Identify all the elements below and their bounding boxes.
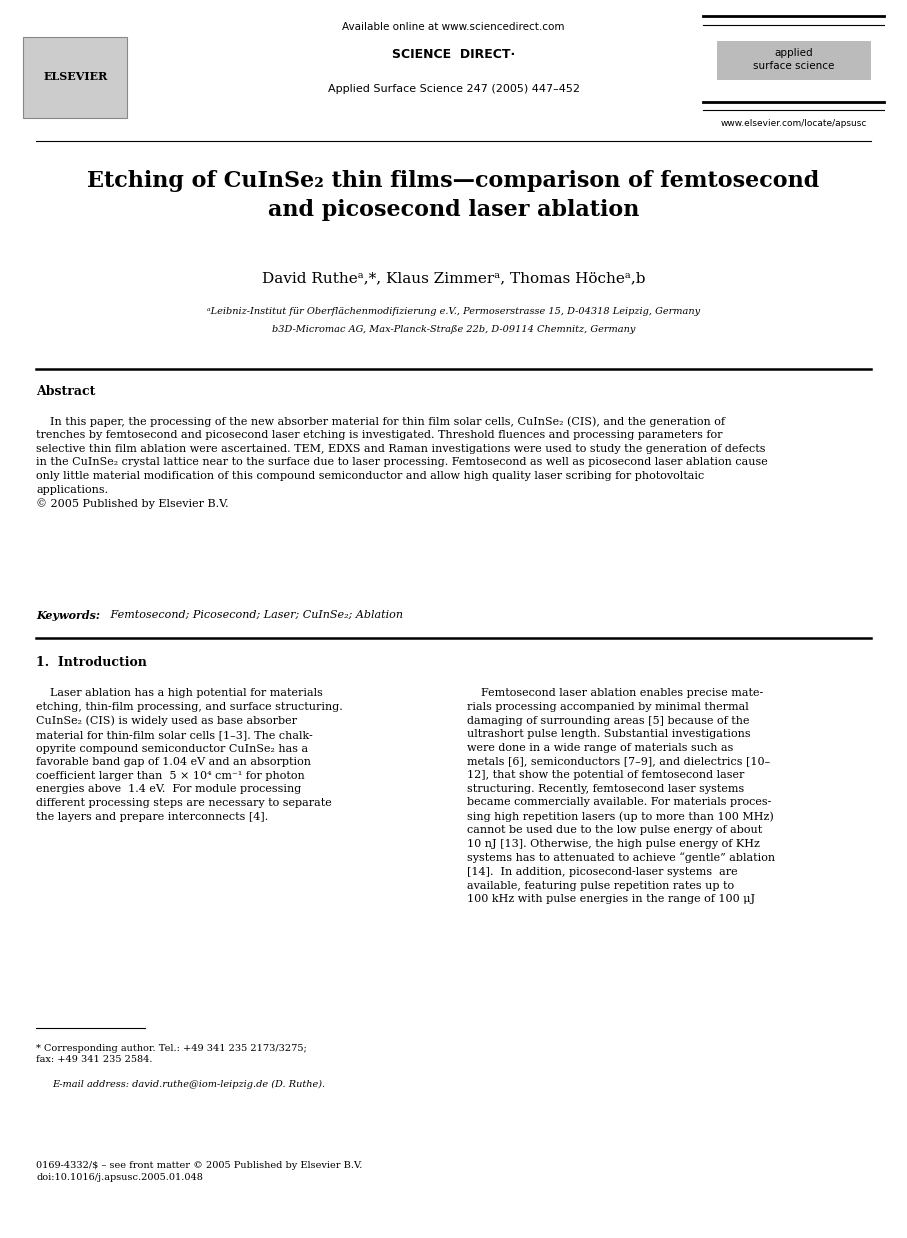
Bar	[23, 37, 127, 118]
Text: Laser ablation has a high potential for materials
etching, thin-film processing,: Laser ablation has a high potential for …	[36, 688, 343, 822]
Text: Applied Surface Science 247 (2005) 447–452: Applied Surface Science 247 (2005) 447–4…	[327, 84, 580, 94]
Text: www.elsevier.com/locate/apsusc: www.elsevier.com/locate/apsusc	[720, 119, 867, 129]
Text: Keywords:: Keywords:	[36, 610, 101, 620]
Text: 1.  Introduction: 1. Introduction	[36, 656, 147, 669]
Text: ᵃLeibniz-Institut für Oberflächenmodifizierung e.V., Permoserstrasse 15, D-04318: ᵃLeibniz-Institut für Oberflächenmodifiz…	[207, 307, 700, 317]
Text: In this paper, the processing of the new absorber material for thin film solar c: In this paper, the processing of the new…	[36, 416, 768, 509]
Text: Femtosecond; Picosecond; Laser; CuInSe₂; Ablation: Femtosecond; Picosecond; Laser; CuInSe₂;…	[107, 610, 403, 620]
Text: Available online at www.sciencedirect.com: Available online at www.sciencedirect.co…	[342, 22, 565, 32]
Text: Abstract: Abstract	[36, 385, 95, 397]
Text: b3D-Micromac AG, Max-Planck-Straße 22b, D-09114 Chemnitz, Germany: b3D-Micromac AG, Max-Planck-Straße 22b, …	[272, 324, 635, 334]
Text: ELSEVIER: ELSEVIER	[44, 72, 107, 82]
Text: David Rutheᵃ,*, Klaus Zimmerᵃ, Thomas Höcheᵃ,b: David Rutheᵃ,*, Klaus Zimmerᵃ, Thomas Hö…	[262, 271, 645, 286]
Text: * Corresponding author. Tel.: +49 341 235 2173/3275;
fax: +49 341 235 2584.: * Corresponding author. Tel.: +49 341 23…	[36, 1044, 307, 1065]
Text: applied
surface science: applied surface science	[753, 48, 834, 71]
Bar	[717, 41, 871, 80]
Text: E-mail address: david.ruthe@iom-leipzig.de (D. Ruthe).: E-mail address: david.ruthe@iom-leipzig.…	[53, 1080, 326, 1088]
Text: SCIENCE  DIRECT·: SCIENCE DIRECT·	[392, 48, 515, 61]
Text: Femtosecond laser ablation enables precise mate-
rials processing accompanied by: Femtosecond laser ablation enables preci…	[467, 688, 775, 904]
Text: Etching of CuInSe₂ thin films—comparison of femtosecond
and picosecond laser abl: Etching of CuInSe₂ thin films—comparison…	[87, 170, 820, 222]
Text: 0169-4332/$ – see front matter © 2005 Published by Elsevier B.V.
doi:10.1016/j.a: 0169-4332/$ – see front matter © 2005 Pu…	[36, 1161, 363, 1182]
